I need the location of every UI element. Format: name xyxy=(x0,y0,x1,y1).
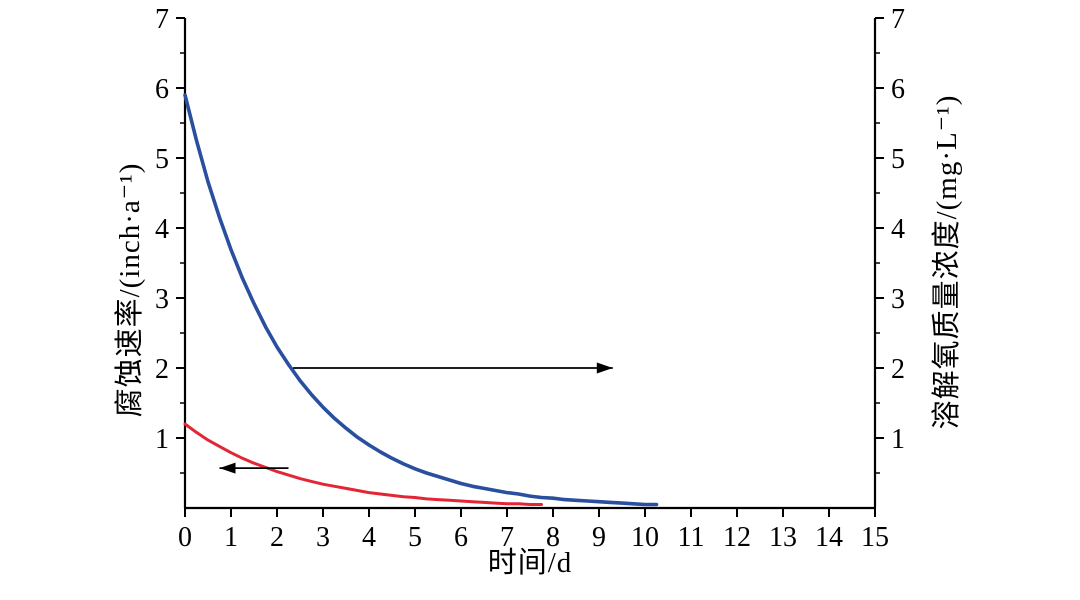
right-y-tick-label: 7 xyxy=(891,4,905,35)
x-tick-label: 5 xyxy=(408,522,422,553)
arrow-left-head xyxy=(219,462,236,474)
x-tick-label: 4 xyxy=(362,522,376,553)
x-tick-label: 7 xyxy=(500,522,514,553)
right-y-tick-label: 1 xyxy=(891,424,905,455)
dissolved-oxygen-curve xyxy=(183,93,659,507)
x-tick-label: 3 xyxy=(316,522,330,553)
x-axis-title: 时间/d xyxy=(487,547,573,579)
x-tick-label: 8 xyxy=(546,522,560,553)
left-y-tick-label: 5 xyxy=(155,144,169,175)
x-tick-label: 9 xyxy=(592,522,606,553)
x-tick-label: 12 xyxy=(723,522,751,553)
right-y-tick-label: 4 xyxy=(891,214,905,245)
right-y-tick-label: 6 xyxy=(891,74,905,105)
x-tick-label: 14 xyxy=(815,522,843,553)
x-tick-label: 11 xyxy=(678,522,705,553)
left-y-tick-label: 6 xyxy=(155,74,169,105)
left-y-tick-label: 1 xyxy=(155,424,169,455)
x-tick-label: 13 xyxy=(769,522,797,553)
corrosion-rate-curve xyxy=(183,422,543,506)
right-y-tick-label: 2 xyxy=(891,354,905,385)
left-y-tick-label: 3 xyxy=(155,284,169,315)
x-tick-label: 1 xyxy=(224,522,238,553)
x-tick-label: 6 xyxy=(454,522,468,553)
x-tick-label: 0 xyxy=(178,522,192,553)
right-y-tick-label: 3 xyxy=(891,284,905,315)
left-y-axis-title: 腐蚀速率/(inch·a⁻¹) xyxy=(114,162,146,418)
right-y-tick-label: 5 xyxy=(891,144,905,175)
left-y-tick-label: 4 xyxy=(155,214,169,245)
x-tick-label: 10 xyxy=(631,522,659,553)
x-tick-label: 15 xyxy=(861,522,889,553)
left-y-tick-label: 2 xyxy=(155,354,169,385)
x-tick-label: 2 xyxy=(270,522,284,553)
left-y-tick-label: 7 xyxy=(155,4,169,35)
arrow-right-head xyxy=(596,362,613,374)
right-y-axis-title: 溶解氧质量浓度/(mg·L⁻¹) xyxy=(931,94,963,430)
